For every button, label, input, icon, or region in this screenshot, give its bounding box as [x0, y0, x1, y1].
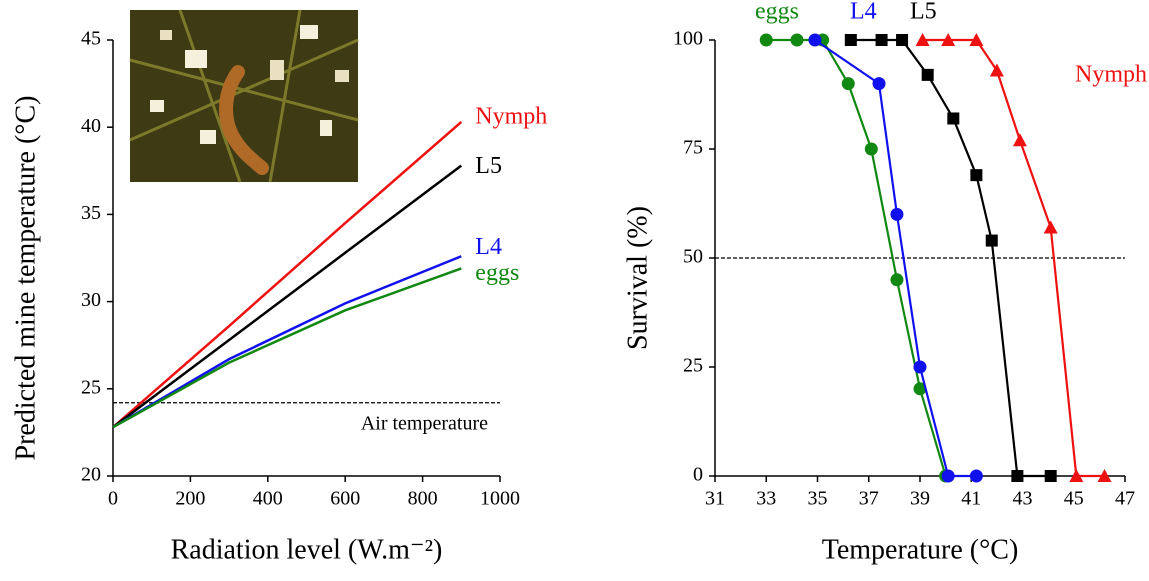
y-tick-label: 50	[683, 246, 703, 268]
point	[844, 34, 857, 46]
point	[969, 33, 984, 46]
point	[1097, 469, 1112, 482]
point	[970, 169, 983, 182]
y-axis-label: Predicted mine temperature (°C)	[10, 96, 41, 461]
point	[875, 34, 888, 46]
y-tick-label: 40	[81, 115, 101, 137]
point	[864, 142, 878, 156]
y-axis-label: Survival (%)	[622, 206, 653, 350]
series-line	[922, 38, 1105, 478]
y-tick-label: 30	[81, 289, 101, 311]
point	[890, 207, 904, 221]
x-tick-label: 41	[961, 488, 981, 510]
x-axis-label: Radiation level (W.m⁻²)	[171, 534, 443, 565]
x-tick-label: 200	[175, 488, 205, 510]
x-tick-label: 39	[910, 488, 930, 510]
series-label: Nymph	[1075, 62, 1147, 88]
point	[1012, 133, 1027, 147]
reference-label: Air temperature	[361, 412, 488, 434]
x-tick-label: 31	[705, 488, 725, 510]
point	[941, 33, 956, 46]
point	[841, 77, 855, 91]
point	[1043, 220, 1058, 234]
y-tick-label: 20	[81, 464, 101, 486]
point	[969, 469, 983, 483]
point	[790, 33, 804, 47]
x-tick-label: 33	[756, 488, 776, 510]
point	[913, 360, 927, 374]
y-tick-label: 0	[693, 464, 703, 486]
x-axis-label: Temperature (°C)	[822, 534, 1019, 565]
x-tick-label: 45	[1064, 488, 1084, 510]
x-tick-label: 47	[1115, 488, 1135, 510]
y-tick-label: 35	[81, 202, 101, 224]
x-tick-label: 400	[253, 488, 283, 510]
x-tick-label: 0	[108, 488, 118, 510]
x-tick-label: 43	[1013, 488, 1033, 510]
y-tick-label: 25	[683, 355, 703, 377]
y-tick-label: 100	[673, 28, 703, 50]
x-tick-label: 600	[330, 488, 360, 510]
series-label: Nymph	[475, 103, 547, 129]
point	[808, 33, 822, 47]
x-tick-label: 37	[859, 488, 879, 510]
series-label: L5	[475, 153, 502, 179]
point	[985, 234, 998, 247]
x-tick-label: 35	[808, 488, 828, 510]
point	[921, 68, 934, 81]
y-tick-label: 25	[81, 376, 101, 398]
point	[896, 34, 909, 46]
point	[890, 273, 904, 287]
series-label: eggs	[475, 260, 519, 286]
series-line	[112, 255, 462, 429]
series-line	[112, 121, 463, 429]
y-tick-label: 45	[81, 28, 101, 50]
point	[947, 112, 960, 125]
series-line	[112, 164, 463, 429]
point	[759, 33, 773, 47]
point	[913, 382, 927, 396]
point	[1069, 469, 1084, 482]
series-label: eggs	[755, 0, 799, 25]
y-tick-label: 75	[683, 137, 703, 159]
point	[941, 469, 955, 483]
x-tick-label: 1000	[480, 488, 520, 510]
series-line	[112, 267, 462, 429]
point	[1011, 470, 1024, 482]
point	[989, 63, 1004, 77]
x-tick-label: 800	[408, 488, 438, 510]
series-label: L4	[475, 234, 502, 260]
point	[1044, 470, 1057, 482]
inset-photo	[129, 9, 359, 183]
point	[915, 33, 930, 46]
point	[872, 77, 886, 91]
series-label: L4	[850, 0, 877, 25]
series-label: L5	[910, 0, 937, 25]
